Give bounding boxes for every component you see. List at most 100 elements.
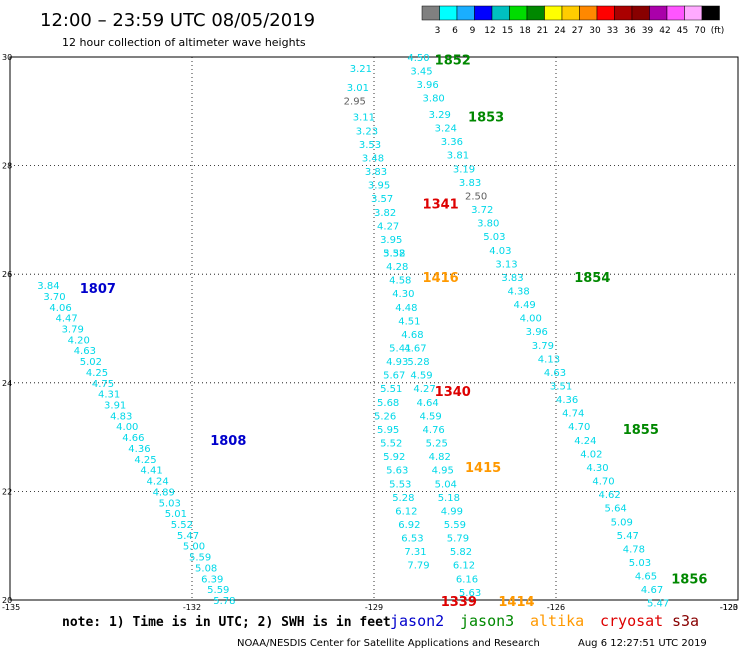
swh-point: 3.29 <box>429 110 451 121</box>
legend-label: 42 <box>659 26 670 36</box>
swh-point: 3.83 <box>501 273 523 284</box>
swh-point: 4.30 <box>586 463 608 474</box>
swh-point: 5.02 <box>80 357 102 368</box>
legend-swatch <box>684 5 703 21</box>
swh-point: 3.53 <box>359 140 381 151</box>
swh-point: 4.58 <box>389 276 411 287</box>
swh-point: 4.63 <box>544 368 566 379</box>
swh-point: 4.65 <box>635 572 657 583</box>
swh-point: 4.25 <box>134 455 156 466</box>
swh-point: 4.78 <box>623 544 645 555</box>
swh-point: 3.79 <box>62 325 84 336</box>
legend-label: 30 <box>589 26 601 36</box>
swh-point: 5.63 <box>459 588 481 599</box>
swh-point: 3.95 <box>380 235 402 246</box>
swh-point: 3.51 <box>550 382 572 393</box>
grid-lines <box>10 56 739 600</box>
satellite-legend: jason2 jason3 altika cryosat s3a <box>390 612 699 630</box>
swh-point: 3.84 <box>37 281 59 292</box>
pass-label: 1807 <box>80 282 116 297</box>
swh-point: 5.28 <box>392 493 414 504</box>
pass-labels: 1852 1853 1341 1416 1854 1807 1340 1808 1855 1415… <box>80 54 708 610</box>
swh-point: 4.24 <box>574 436 596 447</box>
swh-point: 5.26 <box>374 411 396 422</box>
swh-point: 4.41 <box>140 466 162 477</box>
swh-point: 4.59 <box>420 411 442 422</box>
swh-point: 3.01 <box>347 83 369 94</box>
swh-point: 3.24 <box>435 124 457 135</box>
swh-point: 5.51 <box>380 384 402 395</box>
legend-label: 12 <box>484 26 495 36</box>
legend-swatch <box>561 5 580 21</box>
swh-point: 4.51 <box>398 316 420 327</box>
swh-point: 6.92 <box>398 520 420 531</box>
swh-point: 3.21 <box>350 64 372 75</box>
swh-point: 5.41 <box>389 344 411 355</box>
swh-point: 5.52 <box>380 439 402 450</box>
swh-point: 3.57 <box>371 194 393 205</box>
swh-point: 2.50 <box>465 191 487 202</box>
swh-point: 6.12 <box>395 506 417 517</box>
swh-point: 4.48 <box>395 303 417 314</box>
swh-point: 4.06 <box>49 303 71 314</box>
swh-point: 3.70 <box>43 292 65 303</box>
swh-point: 3.82 <box>374 208 396 219</box>
swh-point: 5.28 <box>407 357 429 368</box>
swh-point: 4.00 <box>116 422 138 433</box>
legend-swatch <box>631 5 650 21</box>
swh-point: 4.00 <box>520 314 542 325</box>
swh-point: 3.83 <box>459 178 481 189</box>
pass-label: 1416 <box>423 271 459 286</box>
swh-point: 3.80 <box>423 94 445 105</box>
swh-point: 3.11 <box>353 113 375 124</box>
swh-point: 4.66 <box>122 433 144 444</box>
swh-point: 5.59 <box>189 553 211 564</box>
swh-points: 3.843.704.064.473.794.204.635.024.254.75… <box>37 53 669 610</box>
swh-point: 4.38 <box>507 286 529 297</box>
swh-point: 4.03 <box>489 246 511 257</box>
chart-subtitle: 12 hour collection of altimeter wave hei… <box>62 36 306 49</box>
pass-label: 1856 <box>671 572 707 587</box>
legend-label: 24 <box>554 26 566 36</box>
swh-point: 4.64 <box>416 398 438 409</box>
credit-left: NOAA/NESDIS Center for Satellite Applica… <box>237 638 540 649</box>
swh-point: 5.68 <box>377 398 399 409</box>
swh-point: 6.12 <box>453 561 475 572</box>
swh-point: 5.92 <box>383 452 405 463</box>
swh-point: 4.83 <box>110 411 132 422</box>
pass-label: 1854 <box>574 271 610 286</box>
legend-swatch <box>491 5 510 21</box>
legend-label: 9 <box>470 26 476 36</box>
axis-ticks: -135 -132 -129 -126 -123-120 20 22 24 26 28 30 <box>2 53 738 612</box>
legend-label: (ft) <box>711 26 725 36</box>
legend-swatch <box>579 5 598 21</box>
legend-swatch <box>421 5 440 21</box>
swh-point: 6.16 <box>456 574 478 585</box>
chart-title: 12:00 – 23:59 UTC 08/05/2019 <box>40 10 315 31</box>
pass-label: 1414 <box>498 595 534 610</box>
swh-point: 4.24 <box>147 477 169 488</box>
swh-point: 5.79 <box>447 534 469 545</box>
pass-label: 1853 <box>468 111 504 126</box>
y-tick-label: 22 <box>2 487 12 496</box>
swh-point: 4.70 <box>592 477 614 488</box>
swh-point: 4.89 <box>153 487 175 498</box>
swh-point: 4.02 <box>580 449 602 460</box>
legend-label: 45 <box>677 26 688 36</box>
y-tick-label: 30 <box>2 53 12 62</box>
swh-point: 4.31 <box>98 390 120 401</box>
swh-point: 4.25 <box>86 368 108 379</box>
swh-point: 3.96 <box>416 80 438 91</box>
swh-point: 3.81 <box>447 151 469 162</box>
swh-point: 3.19 <box>453 164 475 175</box>
swh-point: 4.68 <box>401 330 423 341</box>
swh-point: 5.01 <box>165 509 187 520</box>
swh-point: 5.52 <box>171 520 193 531</box>
legend-swatch <box>614 5 633 21</box>
legend-swatch <box>649 5 668 21</box>
swh-point: 4.67 <box>641 585 663 596</box>
swh-point: 5.47 <box>177 531 199 542</box>
y-tick-label: 26 <box>2 270 12 279</box>
swh-point: 4.75 <box>92 379 114 390</box>
legend-label: 21 <box>537 26 548 36</box>
